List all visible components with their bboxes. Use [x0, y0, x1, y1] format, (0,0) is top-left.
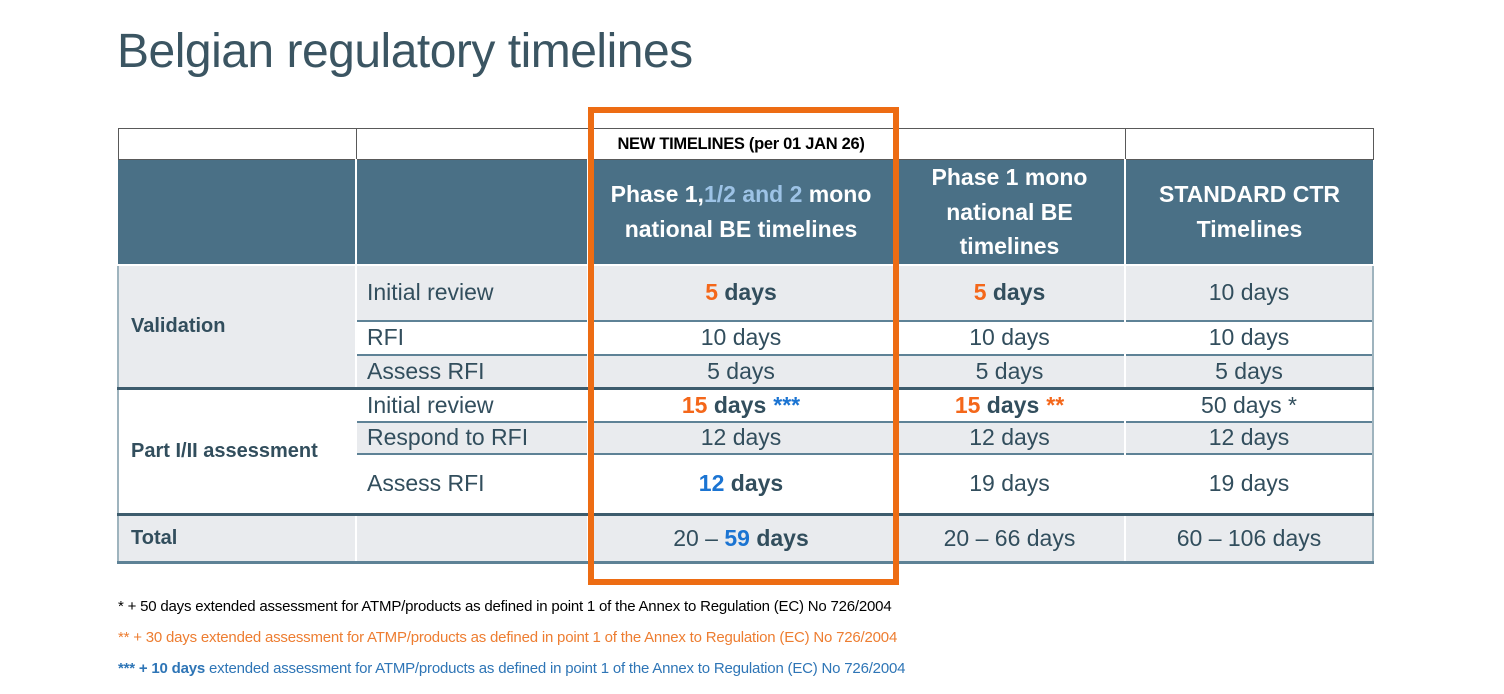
value-prefix: 20 –	[673, 525, 725, 551]
value-unit: days	[986, 279, 1046, 305]
value-unit: days	[749, 525, 809, 551]
cell-mono-part-assess-rfi: 19 days	[893, 452, 1125, 515]
cell-mono-respond-rfi: 12 days	[893, 420, 1125, 454]
header-empty-cell	[118, 159, 356, 266]
cell-ctr-assess-rfi: 5 days	[1124, 353, 1374, 389]
banner-empty-cell	[1124, 128, 1374, 160]
banner-empty-cell	[355, 128, 589, 160]
col-header-phase1-mono: Phase 1 mono national BE timelines	[893, 159, 1125, 266]
row-label-initial-review: Initial review	[355, 387, 588, 422]
row-label-assess-rfi: Assess RFI	[355, 353, 588, 389]
banner-empty-cell	[117, 128, 357, 160]
cell-new-assess-rfi: 5 days	[587, 353, 894, 389]
group-label-validation: Validation	[117, 264, 356, 389]
footnote-bold-part: *** + 10 days	[118, 659, 206, 677]
group-label-part-assessment: Part I/II assessment	[117, 387, 356, 515]
row-part-respond-rfi: Respond to RFI 12 days 12 days 12 days	[118, 420, 1374, 454]
highlight-rectangle	[588, 107, 899, 585]
cell-new-respond-rfi: 12 days	[587, 420, 894, 454]
col-header-new-be-timelines: Phase 1,1/2 and 2 mono national BE timel…	[587, 159, 894, 266]
row-label-rfi: RFI	[355, 319, 588, 355]
value-number: 15	[681, 391, 708, 418]
footnote-phase1-mono: ** + 30 days extended assessment for ATM…	[118, 628, 898, 646]
header-phase-rest: mono national BE timelines	[624, 181, 872, 242]
footnote-standard-ctr: * + 50 days extended assessment for ATMP…	[118, 598, 892, 615]
cell-new-rfi: 10 days	[587, 319, 894, 355]
cell-ctr-rfi: 10 days	[1124, 319, 1374, 355]
footnote-marker-two-stars: **	[1046, 391, 1065, 418]
header-phase-blue: 1/2 and 2	[703, 181, 803, 208]
banner-row: NEW TIMELINES (per 01 JAN 26)	[117, 128, 1374, 160]
row-validation-rfi: RFI 10 days 10 days 10 days	[118, 319, 1374, 355]
cell-ctr-total: 60 – 106 days	[1124, 513, 1374, 564]
group-label-total: Total	[117, 513, 356, 564]
cell-ctr-initial-review: 10 days	[1124, 264, 1374, 321]
cell-new-total: 20 – 59 days	[587, 513, 894, 564]
row-total: Total 20 – 59 days 20 – 66 days 60 – 106…	[117, 513, 1374, 564]
row-label-respond-rfi: Respond to RFI	[355, 420, 588, 454]
header-phase-white: Phase 1,	[610, 181, 704, 208]
cell-ctr-part-initial-review: 50 days *	[1124, 387, 1374, 422]
timelines-table: NEW TIMELINES (per 01 JAN 26) Phase 1,1/…	[117, 128, 1374, 564]
col-header-standard-ctr: STANDARD CTR Timelines	[1124, 159, 1373, 266]
row-label-assess-rfi: Assess RFI	[355, 452, 588, 515]
new-timelines-banner: NEW TIMELINES (per 01 JAN 26)	[587, 128, 895, 160]
footnote-marker-three-stars: ***	[773, 391, 801, 418]
value-number: 15	[954, 391, 981, 418]
header-row: Phase 1,1/2 and 2 mono national BE timel…	[118, 159, 1373, 266]
value-number: 12	[698, 470, 725, 497]
cell-mono-total: 20 – 66 days	[893, 513, 1125, 564]
value-unit: days	[980, 391, 1040, 418]
value-number: 5	[705, 279, 718, 305]
value-number: 5	[973, 279, 987, 305]
header-empty-cell	[355, 159, 588, 266]
page-title: Belgian regulatory timelines	[117, 25, 693, 78]
value-unit: days	[724, 470, 784, 497]
cell-ctr-respond-rfi: 12 days	[1124, 420, 1374, 454]
footnote-rest: extended assessment for ATMP/products as…	[205, 659, 906, 677]
cell-new-initial-review: 5 days	[587, 264, 894, 321]
footnote-new-timelines: *** + 10 days extended assessment for AT…	[118, 660, 905, 679]
footnotes: * + 50 days extended assessment for ATMP…	[118, 598, 905, 690]
cell-mono-part-initial-review: 15 days **	[893, 387, 1125, 422]
cell-new-part-initial-review: 15 days ***	[587, 387, 894, 422]
total-empty-cell	[355, 513, 588, 564]
cell-ctr-part-assess-rfi: 19 days	[1124, 452, 1374, 515]
banner-empty-cell	[893, 128, 1126, 160]
cell-mono-rfi: 10 days	[893, 319, 1125, 355]
value-unit: days	[717, 279, 777, 305]
cell-mono-initial-review: 5 days	[893, 264, 1125, 321]
row-validation-assess-rfi: Assess RFI 5 days 5 days 5 days	[118, 353, 1374, 389]
value-number: 59	[724, 525, 750, 551]
value-unit: days	[707, 391, 767, 418]
row-label-initial-review: Initial review	[355, 264, 588, 321]
cell-mono-assess-rfi: 5 days	[893, 353, 1125, 389]
row-validation-initial-review: Validation Initial review 5 days 5 days …	[117, 264, 1374, 389]
row-part-assess-rfi: Assess RFI 12 days 19 days 19 days	[118, 452, 1374, 515]
row-part-initial-review: Part I/II assessment Initial review 15 d…	[117, 387, 1374, 515]
